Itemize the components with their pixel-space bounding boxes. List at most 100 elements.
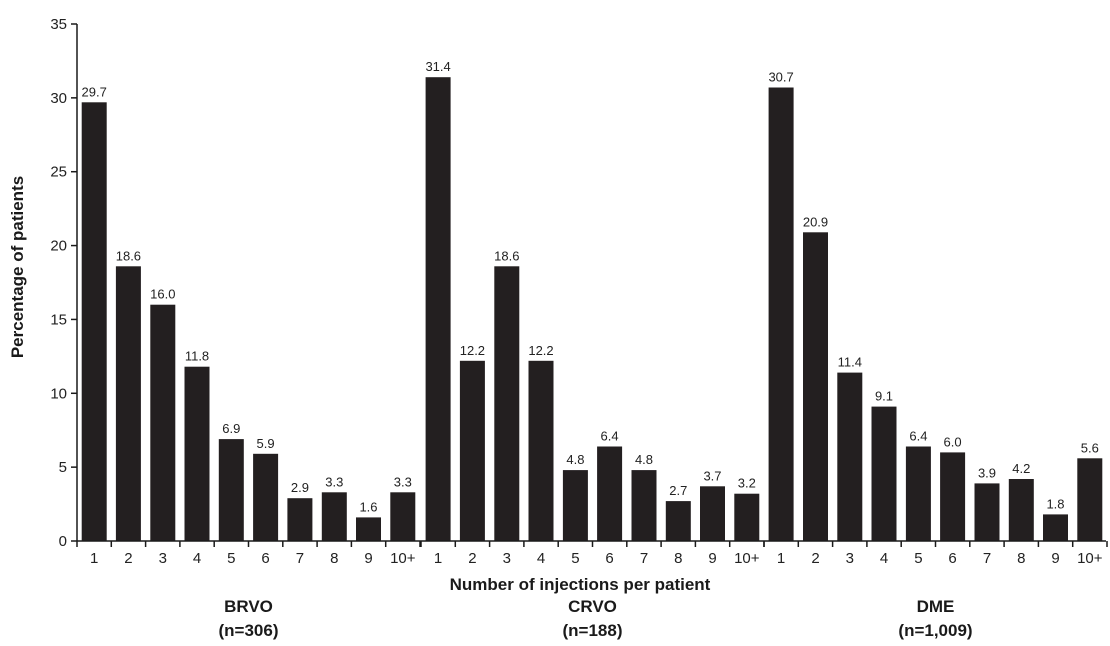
bar-brvo-5 [218, 439, 244, 541]
x-tick-label: 2 [811, 550, 819, 567]
x-tick-label: 9 [364, 550, 372, 567]
value-label: 2.7 [669, 483, 687, 498]
value-label: 9.1 [875, 389, 893, 404]
x-tick-label: 7 [296, 550, 304, 567]
x-tick-label: 5 [914, 550, 922, 567]
x-tick-label: 1 [90, 550, 98, 567]
group-label-brvo: BRVO [224, 597, 273, 616]
x-tick-label: 5 [571, 550, 579, 567]
y-axis-title: Percentage of patients [8, 176, 27, 358]
value-label: 12.2 [528, 343, 553, 358]
bar-dme-3 [837, 372, 863, 541]
y-tick-label: 10 [50, 385, 67, 402]
bar-brvo-7 [287, 498, 313, 541]
value-label: 18.6 [494, 248, 519, 263]
group-label-crvo: CRVO [568, 597, 617, 616]
value-label: 5.9 [257, 436, 275, 451]
value-label: 1.8 [1046, 496, 1064, 511]
x-tick-label: 8 [674, 550, 682, 567]
value-label: 11.8 [185, 349, 209, 364]
bar-brvo-3 [150, 304, 176, 541]
value-label: 4.2 [1012, 461, 1030, 476]
x-axis-title: Number of injections per patient [450, 575, 711, 594]
x-tick-label: 3 [159, 550, 167, 567]
bar-brvo-6 [253, 453, 279, 541]
bar-dme-2 [803, 232, 828, 542]
bar-brvo-1 [81, 102, 107, 542]
value-label: 3.3 [394, 474, 412, 489]
x-tick-label: 4 [880, 550, 888, 567]
bar-crvo-10+ [734, 493, 760, 541]
bar-dme-1 [768, 87, 794, 541]
bar-dme-10+ [1077, 458, 1103, 541]
bar-dme-4 [871, 406, 897, 541]
x-tick-label: 10+ [734, 550, 760, 567]
value-label: 29.7 [82, 84, 107, 99]
bar-brvo-9 [356, 517, 381, 541]
x-tick-label: 9 [708, 550, 716, 567]
x-tick-label: 6 [261, 550, 269, 567]
x-tick-label: 6 [605, 550, 613, 567]
value-label: 5.6 [1081, 440, 1099, 455]
value-label: 16.0 [150, 287, 175, 302]
value-label: 4.8 [635, 452, 653, 467]
y-tick-label: 25 [50, 164, 67, 181]
bar-brvo-2 [115, 266, 141, 541]
bar-crvo-3 [494, 266, 520, 541]
bar-crvo-2 [459, 360, 485, 541]
x-tick-label: 3 [503, 550, 511, 567]
bar-crvo-7 [631, 470, 657, 541]
x-tick-label: 4 [537, 550, 545, 567]
value-label: 18.6 [116, 248, 141, 263]
bar-dme-8 [1008, 479, 1034, 541]
value-label: 11.4 [838, 355, 862, 370]
value-label: 4.8 [566, 452, 584, 467]
x-tick-label: 10+ [1077, 550, 1103, 567]
group-n-label-crvo: (n=188) [563, 621, 623, 640]
x-tick-label: 7 [983, 550, 991, 567]
value-label: 12.2 [460, 343, 485, 358]
bar-crvo-4 [528, 360, 554, 541]
x-tick-label: 6 [948, 550, 956, 567]
bar-dme-7 [974, 483, 1000, 541]
bar-brvo-4 [184, 366, 210, 541]
value-label: 20.9 [803, 214, 828, 229]
group-label-dme: DME [917, 597, 955, 616]
value-label: 6.9 [222, 421, 240, 436]
bar-crvo-9 [700, 486, 725, 541]
y-tick-label: 20 [50, 238, 67, 255]
x-tick-label: 7 [640, 550, 648, 567]
x-tick-label: 8 [330, 550, 338, 567]
value-label: 30.7 [768, 70, 793, 85]
x-tick-label: 8 [1017, 550, 1025, 567]
y-tick-label: 5 [59, 459, 67, 476]
group-n-label-dme: (n=1,009) [898, 621, 972, 640]
value-label: 2.9 [291, 480, 309, 495]
x-tick-label: 3 [846, 550, 854, 567]
bar-crvo-6 [597, 446, 623, 541]
x-tick-label: 2 [124, 550, 132, 567]
y-tick-label: 35 [50, 16, 67, 33]
x-tick-label: 4 [193, 550, 201, 567]
y-tick-label: 30 [50, 90, 67, 107]
bar-brvo-8 [321, 492, 347, 541]
value-label: 6.0 [944, 434, 962, 449]
x-tick-label: 9 [1051, 550, 1059, 567]
y-tick-label: 15 [50, 311, 67, 328]
value-label: 6.4 [909, 429, 927, 444]
bar-brvo-10+ [390, 492, 416, 541]
value-label: 1.6 [359, 499, 377, 514]
bars-layer [81, 77, 1103, 542]
x-tick-label: 5 [227, 550, 235, 567]
value-label: 31.4 [425, 59, 450, 74]
y-tick-label: 0 [59, 533, 67, 550]
value-label: 3.9 [978, 465, 996, 480]
x-tick-label: 2 [468, 550, 476, 567]
x-tick-label: 1 [434, 550, 442, 567]
x-tick-label: 10+ [390, 550, 416, 567]
bar-crvo-5 [562, 470, 588, 541]
value-label: 6.4 [601, 429, 619, 444]
bar-crvo-8 [665, 501, 691, 541]
